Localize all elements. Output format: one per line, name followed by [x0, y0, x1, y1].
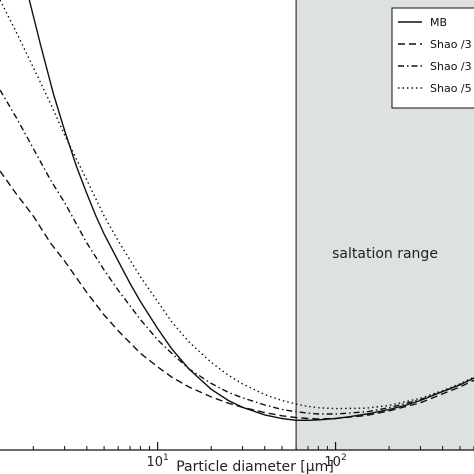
legend-label-shao-dashdot: Shao /3	[430, 60, 472, 73]
series-line-3	[0, 0, 474, 410]
legend: MB Shao /3 Shao /3 Shao /5	[391, 7, 474, 109]
legend-label-shao-dotted: Shao /5	[430, 82, 472, 95]
series-line-2	[0, 89, 474, 415]
legend-entry-mb: MB	[398, 16, 447, 29]
x-axis-label: Particle diameter [μm]	[176, 459, 334, 474]
saltation-region-label: saltation range	[332, 246, 438, 262]
series-line-1	[0, 170, 474, 420]
legend-label-mb: MB	[430, 16, 447, 29]
legend-entry-shao-dotted: Shao /5	[398, 82, 472, 95]
x-tick-label-1: 102	[324, 453, 346, 470]
legend-entry-shao-dashdot: Shao /3	[398, 60, 472, 73]
x-tick-label-0: 101	[147, 453, 169, 470]
legend-entry-shao-dashed: Shao /3	[398, 38, 472, 51]
legend-box	[391, 7, 474, 109]
series-line-0	[28, 0, 474, 421]
legend-label-shao-dashed: Shao /3	[430, 38, 472, 51]
